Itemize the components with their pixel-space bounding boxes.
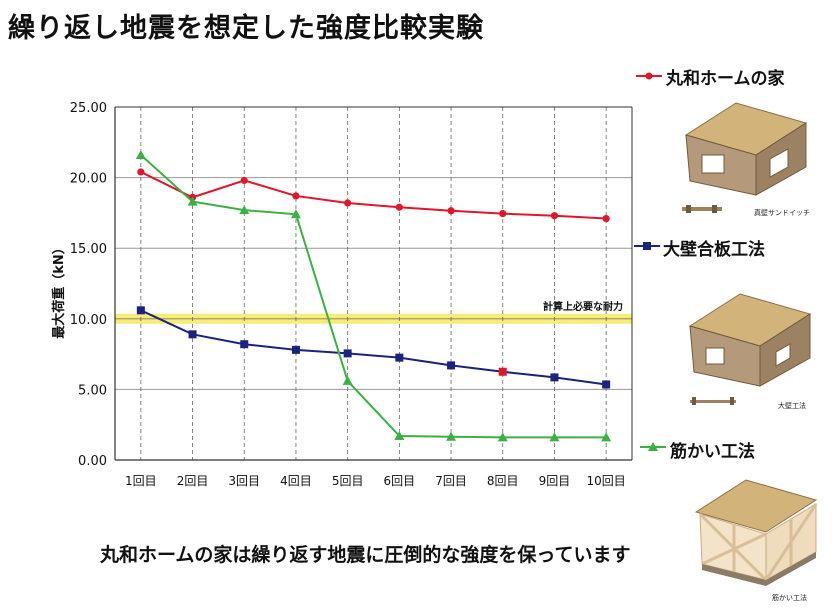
data-point [550,373,559,382]
y-tick-label: 0.00 [78,454,107,469]
house-illustration-okabe: 大壁工法 [688,293,812,410]
data-point [499,210,507,218]
data-point [342,375,353,385]
data-point [395,203,403,211]
x-tick-label: 10回目 [587,474,626,488]
house-label-maruwa: 真壁サンドイッチ [754,208,810,217]
reference-line-label: 計算上必要な耐力 [543,300,623,313]
y-axis-label: 最大荷重（kN） [51,241,67,339]
data-point [343,349,352,358]
page-title: 繰り返し地震を想定した強度比較実験 [8,13,484,44]
legend-marker-sujikai [640,442,666,451]
data-point [291,345,300,354]
house-label-okabe: 大壁工法 [778,401,806,410]
data-point [344,199,352,207]
data-point [240,340,249,349]
data-point [394,430,405,440]
y-tick-label: 25.00 [70,101,107,116]
data-point [240,176,248,185]
data-point [395,353,404,362]
data-point [446,431,457,441]
house-label-sujikai: 筋かい工法 [772,593,807,602]
data-point [135,150,146,160]
legend-marker-maruwa [636,72,662,80]
x-tick-label: 4回目 [280,474,312,488]
caption-text: 丸和ホームの家は繰り返す地震に圧倒的な強度を保っています [100,544,631,566]
x-tick-label: 3回目 [228,474,260,488]
legend-label-maruwa: 丸和ホームの家 [666,69,785,89]
x-tick-label: 7回目 [435,474,467,488]
plot-area [115,107,632,460]
x-tick-label: 1回目 [125,474,157,488]
data-point [188,330,197,339]
x-tick-label: 2回目 [177,474,209,488]
data-point [447,361,456,370]
data-point [447,207,455,215]
data-point [292,192,300,200]
x-tick-label: 8回目 [487,474,519,488]
data-point [239,205,250,215]
x-tick-label: 5回目 [332,474,364,488]
data-point [137,168,145,176]
data-point [550,212,559,220]
series-line-1 [140,171,607,220]
x-tick-label: 6回目 [384,474,416,488]
y-tick-label: 5.00 [78,383,107,398]
legend-marker-okabe [634,242,660,250]
data-point [498,367,507,376]
series-line-3 [140,154,607,439]
y-tick-label: 20.00 [70,172,107,187]
y-tick-label: 10.00 [70,313,107,328]
data-point [549,432,560,442]
data-point [602,380,611,389]
data-point [601,432,612,442]
data-point [187,196,198,206]
legend-label-sujikai: 筋かい工法 [670,442,755,462]
data-point [136,306,145,315]
data-point [602,214,610,223]
y-tick-label: 15.00 [70,242,107,257]
legend-label-okabe: 大壁合板工法 [663,240,765,260]
data-point [497,432,508,442]
house-illustration-sujikai: 筋かい工法 [694,479,818,602]
series-line-2 [140,309,607,386]
x-tick-label: 9回目 [539,474,571,488]
house-illustration-maruwa: 真壁サンドイッチ [682,102,810,217]
data-point [290,209,301,219]
